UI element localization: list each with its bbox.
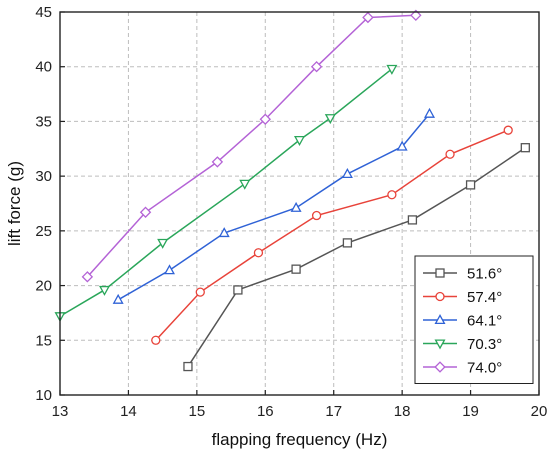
legend-label: 64.1° (467, 313, 502, 330)
data-point-diamond (259, 113, 272, 125)
grid-lines (60, 12, 539, 395)
x-tick-label: 16 (257, 403, 274, 420)
data-point-diamond (310, 60, 323, 73)
legend-item: 51.6° (423, 266, 502, 283)
legend-item: 70.3° (423, 336, 502, 353)
series-5 (81, 9, 422, 283)
data-point-diamond (410, 9, 422, 22)
data-point-square (465, 180, 476, 190)
data-point-triangle-down (98, 285, 110, 296)
x-tick-label: 13 (52, 403, 69, 420)
data-point-diamond (362, 11, 374, 24)
data-point-triangle-down (294, 135, 305, 146)
series-layer (54, 9, 530, 372)
plot-frame (59, 11, 540, 396)
data-point-triangle-up (163, 264, 175, 275)
data-point-triangle-up (396, 140, 408, 151)
data-point-triangle-up (218, 227, 230, 238)
data-point-circle (435, 291, 445, 302)
x-tick-label: 14 (120, 403, 137, 420)
data-point-circle (503, 125, 513, 135)
data-point-triangle-down (386, 64, 398, 75)
data-point-triangle-up (434, 314, 446, 325)
series-4 (54, 64, 398, 323)
y-tick-label: 40 (35, 59, 52, 76)
legend-item: 64.1° (423, 313, 502, 330)
data-point-triangle-up (341, 168, 353, 179)
x-tick-label: 19 (462, 403, 479, 420)
data-point-circle (253, 248, 264, 258)
y-tick-label: 20 (35, 278, 52, 295)
axis-ticks: 13 14 15 16 17 18 19 20 10 15 20 25 30 35 40 45 (35, 4, 547, 420)
series-3 (112, 107, 436, 304)
data-point-square (407, 215, 418, 225)
data-point-circle (195, 287, 205, 297)
data-point-triangle-down (324, 114, 336, 125)
data-point-triangle-up (424, 107, 436, 118)
x-tick-label: 20 (531, 403, 548, 420)
x-tick-label: 18 (394, 403, 411, 420)
legend-label: 57.4° (467, 289, 502, 306)
y-tick-label: 15 (35, 332, 52, 349)
y-axis-title: lift force (g) (5, 161, 24, 246)
data-point-square (183, 361, 193, 372)
legend-item: 74.0° (423, 360, 502, 377)
y-tick-label: 25 (35, 223, 52, 240)
data-point-diamond (139, 206, 152, 218)
data-point-diamond (81, 271, 94, 283)
y-tick-label: 45 (35, 4, 52, 21)
series-line (117, 113, 431, 301)
x-tick-label: 17 (325, 403, 342, 420)
data-point-triangle-up (290, 201, 302, 212)
data-point-triangle-down (434, 339, 446, 350)
data-point-circle (387, 190, 397, 200)
data-point-square (435, 268, 445, 278)
legend-label: 51.6° (467, 266, 502, 283)
data-point-circle (311, 210, 322, 221)
data-point-circle (151, 335, 161, 345)
y-tick-label: 30 (35, 168, 52, 185)
data-point-triangle-up (112, 293, 124, 304)
legend-item: 57.4° (423, 289, 502, 306)
data-point-diamond (211, 156, 224, 168)
series-2 (151, 125, 513, 345)
legend: 51.6° 57.4° 64.1° 70.3° 74.0° (414, 255, 534, 384)
data-point-square (233, 285, 243, 295)
x-tick-label: 15 (189, 403, 206, 420)
legend-label: 70.3° (467, 336, 502, 353)
data-point-square (342, 238, 353, 248)
data-point-diamond (434, 361, 446, 373)
data-point-square (520, 143, 530, 153)
data-point-square (291, 264, 301, 274)
legend-label: 74.0° (467, 360, 502, 377)
x-axis-title: flapping frequency (Hz) (212, 430, 388, 449)
series-line (59, 68, 393, 317)
series-line (86, 14, 416, 278)
data-point-circle (445, 149, 455, 159)
data-point-triangle-down (239, 179, 251, 190)
y-tick-label: 10 (35, 387, 52, 404)
data-point-triangle-down (157, 238, 169, 249)
series-1 (183, 143, 530, 372)
y-tick-label: 35 (35, 113, 52, 130)
